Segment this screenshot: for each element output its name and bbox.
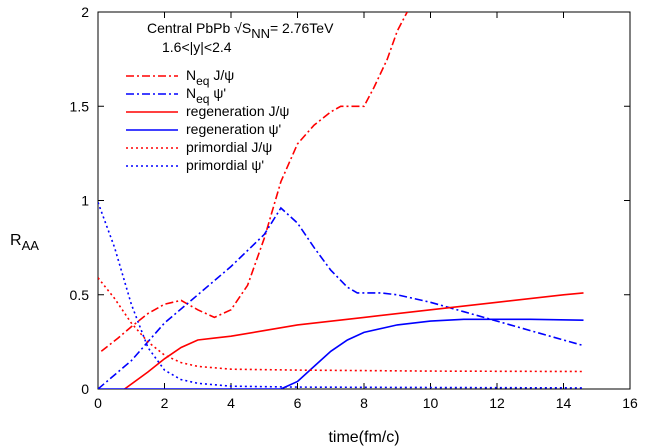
legend-label-2: regeneration J/ψ xyxy=(186,103,289,119)
series-line-4 xyxy=(98,277,584,373)
legend-label-3: regeneration ψ' xyxy=(186,121,281,137)
y-tick-label: 1 xyxy=(81,193,89,209)
x-tick-label: 10 xyxy=(423,395,439,411)
axis-ticks: 0 2 4 6 8 10 12 14 16 0 0.5 1 1.5 2 xyxy=(70,4,638,411)
x-tick-label: 12 xyxy=(489,395,505,411)
legend-label-1: Neq ψ' xyxy=(186,85,226,106)
y-tick-label: 0 xyxy=(81,381,89,397)
x-tick-label: 8 xyxy=(360,395,368,411)
series-line-5 xyxy=(98,202,584,389)
legend-label-5: primordial ψ' xyxy=(186,157,264,173)
series-line-2 xyxy=(124,292,584,389)
legend-label-0: Neq J/ψ xyxy=(186,67,234,88)
series-layer xyxy=(98,12,584,389)
legend-label-4: primordial J/ψ xyxy=(186,139,272,155)
y-tick-label: 1.5 xyxy=(70,98,90,114)
series-line-0 xyxy=(100,12,408,352)
y-tick-label: 2 xyxy=(81,4,89,20)
annotation-line1: Central PbPb √SNN= 2.76TeV xyxy=(147,20,334,41)
x-axis-label: time(fm/c) xyxy=(328,429,399,446)
series-line-3 xyxy=(98,318,584,389)
x-tick-label: 0 xyxy=(94,395,102,411)
x-tick-label: 4 xyxy=(227,395,235,411)
x-tick-label: 14 xyxy=(556,395,572,411)
y-tick-label: 0.5 xyxy=(70,287,90,303)
x-tick-label: 16 xyxy=(622,395,638,411)
annotation-line2: 1.6<|y|<2.4 xyxy=(162,39,232,55)
x-tick-label: 6 xyxy=(294,395,302,411)
y-axis-label: RAA xyxy=(10,232,39,253)
series-line-1 xyxy=(98,206,584,389)
x-tick-label: 2 xyxy=(161,395,169,411)
